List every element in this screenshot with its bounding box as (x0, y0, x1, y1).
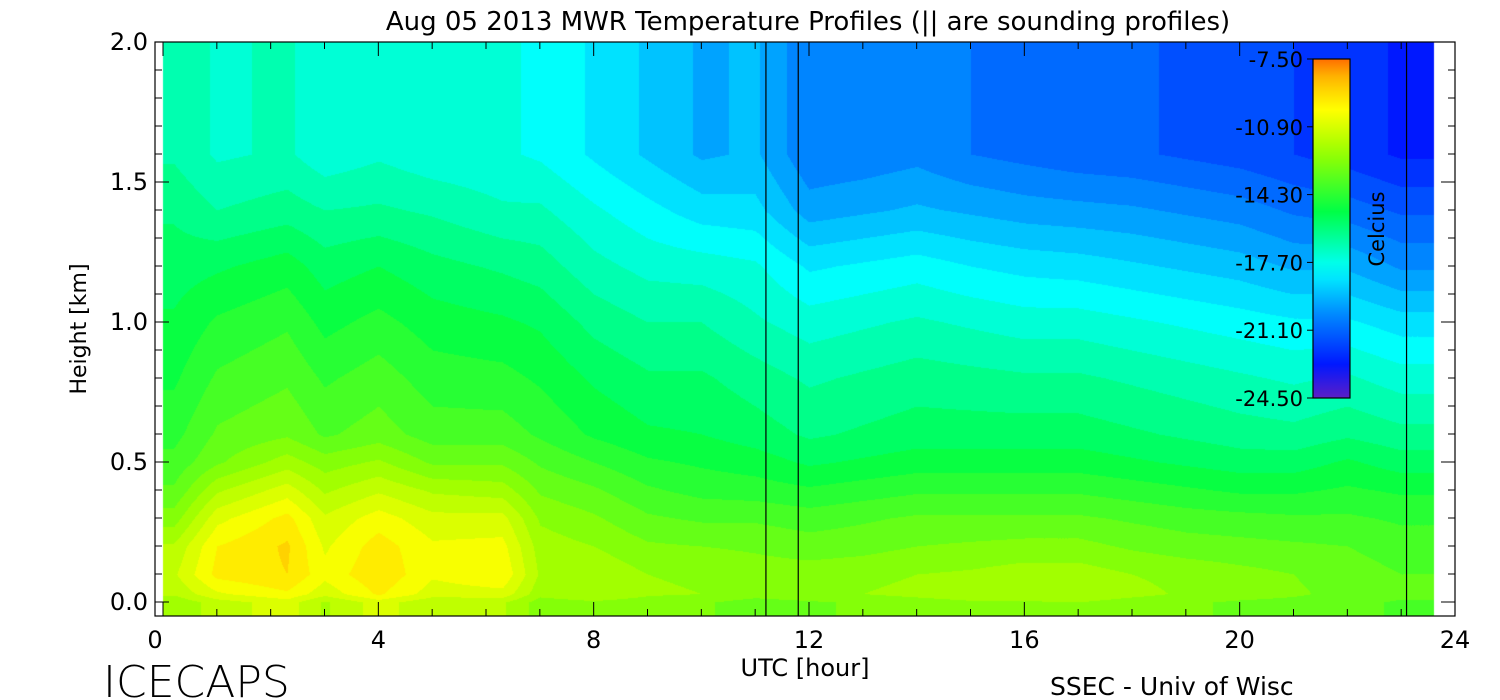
colorbar-tick-label: -14.30 (1235, 184, 1303, 208)
chart-title: Aug 05 2013 MWR Temperature Profiles (||… (386, 7, 1230, 37)
y-axis-label: Height [km] (67, 263, 92, 394)
y-tick-label: 2.0 (110, 28, 148, 56)
temperature-heatmap (155, 42, 1455, 616)
x-tick-label: 20 (1224, 626, 1255, 654)
y-tick-label: 1.5 (110, 168, 148, 196)
x-tick-label: 16 (1009, 626, 1040, 654)
y-tick-label: 0.5 (110, 448, 148, 476)
colorbar-label: Celcius (1365, 191, 1389, 266)
colorbar: -7.50 -10.90 -14.30 -17.70 -21.10 -24.50 (1235, 48, 1351, 411)
plot-frame (154, 41, 1456, 617)
colorbar-gradient (1312, 58, 1351, 399)
x-axis-label: UTC [hour] (741, 654, 870, 682)
colorbar-tick-label: -7.50 (1249, 48, 1303, 72)
y-tick-label: 1.0 (110, 308, 148, 336)
x-axis: 0 4 8 12 16 20 24 (147, 42, 1470, 654)
x-tick-label: 24 (1440, 626, 1471, 654)
x-tick-label: 0 (147, 626, 162, 654)
footer-ssec-credit: SSEC - Univ of Wisc (1050, 672, 1294, 700)
colorbar-tick-label: -17.70 (1235, 251, 1303, 275)
plot-area (155, 42, 1455, 616)
y-axis: 0.0 0.5 1.0 1.5 2.0 (110, 28, 1455, 616)
colorbar-tick-label: -10.90 (1235, 116, 1303, 140)
sounding-lines (765, 42, 1408, 616)
colorbar-tick-label: -21.10 (1235, 319, 1303, 343)
colorbar-tick-label: -24.50 (1235, 387, 1303, 411)
x-tick-label: 12 (794, 626, 825, 654)
x-tick-label: 8 (586, 626, 601, 654)
footer-icecaps-logo: ICECAPS (103, 657, 290, 700)
y-tick-label: 0.0 (110, 588, 148, 616)
x-tick-label: 4 (371, 626, 386, 654)
